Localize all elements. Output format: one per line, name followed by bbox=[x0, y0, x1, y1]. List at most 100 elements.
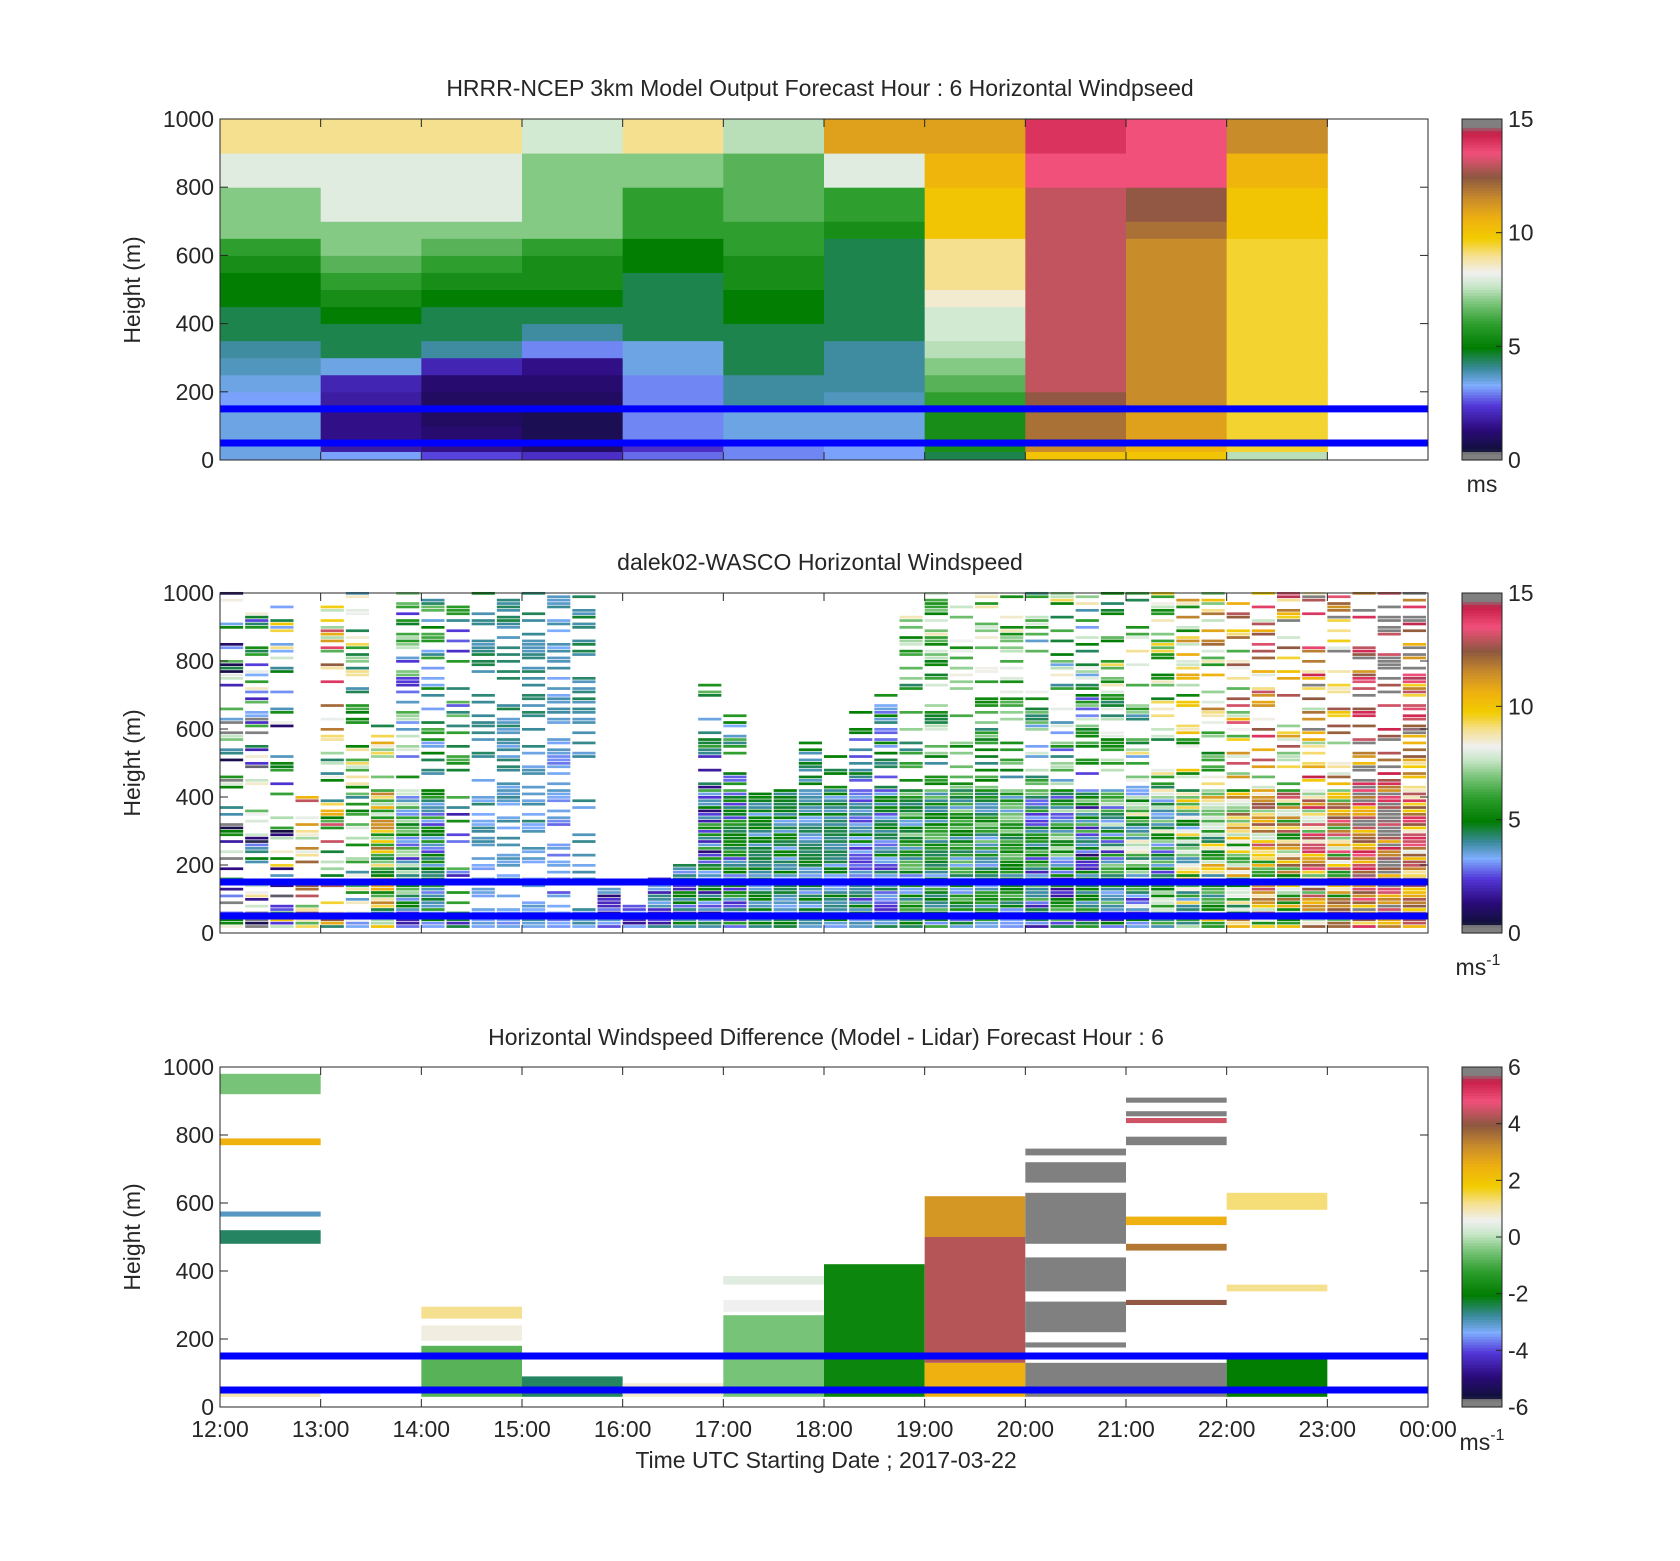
profile-cell bbox=[1025, 768, 1049, 772]
heatmap-cell bbox=[924, 340, 1026, 359]
y-tick-label: 400 bbox=[176, 311, 214, 337]
profile-cell bbox=[673, 887, 697, 891]
profile-cell bbox=[748, 799, 772, 803]
profile-cell bbox=[1302, 840, 1326, 843]
colorbar-step bbox=[1462, 791, 1502, 795]
profile-cell bbox=[824, 823, 848, 826]
colorbar-step bbox=[1462, 153, 1502, 157]
profile-cell bbox=[1277, 853, 1301, 857]
colorbar-step bbox=[1462, 175, 1502, 180]
profile-cell bbox=[1277, 894, 1301, 898]
profile-cell bbox=[421, 904, 445, 908]
profile-cell bbox=[421, 826, 445, 830]
profile-cell bbox=[547, 870, 571, 874]
profile-cell bbox=[949, 874, 973, 877]
profile-cell bbox=[1176, 636, 1200, 639]
profile-cell bbox=[1302, 867, 1326, 871]
profile-cell bbox=[295, 836, 319, 840]
profile-cell bbox=[1126, 789, 1150, 792]
profile-cell bbox=[1000, 812, 1024, 816]
profile-cell bbox=[899, 676, 923, 680]
profile-cell bbox=[572, 731, 596, 735]
heatmap-cell bbox=[723, 451, 825, 461]
profile-cell bbox=[773, 901, 797, 905]
profile-cell bbox=[1377, 809, 1401, 813]
profile-cell bbox=[698, 782, 722, 786]
profile-cell bbox=[1327, 823, 1351, 826]
profile-cell bbox=[1201, 663, 1225, 667]
profile-cell bbox=[723, 744, 747, 748]
colorbar-step bbox=[1462, 349, 1502, 353]
profile-cell bbox=[1176, 850, 1200, 854]
colorbar-tick-label: -4 bbox=[1508, 1337, 1529, 1363]
profile-cell bbox=[1352, 819, 1376, 823]
profile-cell bbox=[899, 867, 923, 871]
colorbar-step bbox=[1462, 380, 1502, 384]
profile-cell bbox=[597, 908, 621, 911]
profile-cell bbox=[824, 870, 848, 874]
profile-cell bbox=[220, 921, 244, 925]
profile-cell bbox=[824, 816, 848, 820]
profile-cell bbox=[446, 714, 470, 718]
profile-cell bbox=[522, 908, 546, 911]
colorbar-step bbox=[1462, 785, 1502, 790]
profile-cell bbox=[899, 826, 923, 830]
profile-cell bbox=[899, 819, 923, 823]
profile-cell bbox=[1327, 710, 1351, 714]
profile-cell bbox=[1151, 602, 1175, 605]
profile-cell bbox=[1402, 755, 1426, 758]
profile-cell bbox=[1226, 602, 1250, 605]
profile-cell bbox=[1302, 761, 1326, 765]
difference-band bbox=[1126, 1299, 1227, 1305]
profile-cell bbox=[371, 833, 395, 837]
y-tick-label: 400 bbox=[176, 1258, 214, 1284]
difference-band bbox=[1025, 1301, 1126, 1333]
profile-cell bbox=[1025, 789, 1049, 792]
profile-cell bbox=[899, 666, 923, 670]
profile-cell bbox=[1277, 897, 1301, 901]
colorbar-step bbox=[1462, 232, 1502, 237]
profile-cell bbox=[874, 710, 898, 714]
profile-cell bbox=[446, 758, 470, 762]
colorbar-step bbox=[1462, 420, 1502, 424]
profile-cell bbox=[1402, 857, 1426, 860]
profile-cell bbox=[270, 826, 294, 830]
colorbar-step bbox=[1462, 155, 1502, 160]
colorbar-step bbox=[1462, 1160, 1502, 1164]
profile-cell bbox=[270, 925, 294, 928]
profile-cell bbox=[1050, 741, 1074, 745]
profile-cell bbox=[698, 744, 722, 748]
profile-cell bbox=[496, 925, 520, 928]
profile-cell bbox=[1050, 744, 1074, 748]
profile-cell bbox=[1377, 625, 1401, 629]
profile-cell bbox=[1327, 761, 1351, 765]
colorbar-step bbox=[1462, 1234, 1502, 1238]
y-tick-label: 600 bbox=[176, 242, 214, 268]
colorbar-step bbox=[1462, 1333, 1502, 1337]
profile-cell bbox=[1402, 891, 1426, 894]
profile-cell bbox=[1075, 772, 1099, 775]
profile-cell bbox=[1377, 819, 1401, 823]
profile-cell bbox=[874, 921, 898, 925]
profile-cell bbox=[1176, 833, 1200, 837]
profile-cell bbox=[245, 622, 269, 626]
profile-cell bbox=[1352, 751, 1376, 755]
heatmap-cell bbox=[622, 187, 724, 222]
profile-cell bbox=[572, 908, 596, 911]
profile-cell bbox=[320, 717, 344, 721]
profile-cell bbox=[547, 843, 571, 847]
profile-cell bbox=[1226, 860, 1250, 864]
profile-cell bbox=[1277, 724, 1301, 728]
profile-cell bbox=[1277, 901, 1301, 905]
profile-cell bbox=[1075, 731, 1099, 735]
profile-cell bbox=[547, 646, 571, 650]
profile-cell bbox=[773, 887, 797, 891]
heatmap-cell bbox=[1025, 391, 1127, 410]
profile-cell bbox=[1377, 829, 1401, 833]
profile-cell bbox=[824, 908, 848, 911]
profile-cell bbox=[421, 744, 445, 748]
profile-cell bbox=[1402, 687, 1426, 690]
profile-cell bbox=[975, 853, 999, 857]
profile-cell bbox=[924, 721, 948, 724]
profile-cell bbox=[1352, 687, 1376, 690]
